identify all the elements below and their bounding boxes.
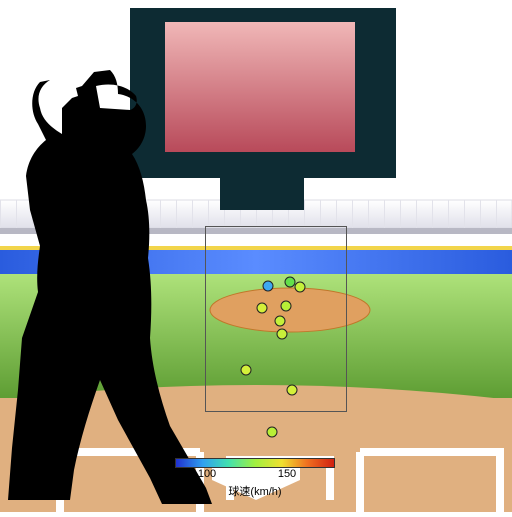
colorbar-label: 球速(km/h): [175, 483, 335, 499]
colorbar-tick: 150: [278, 468, 296, 480]
colorbar: 100 150 球速(km/h): [175, 458, 335, 499]
batter-silhouette: [0, 0, 512, 512]
colorbar-tick: 100: [198, 468, 216, 480]
colorbar-gradient: [175, 458, 335, 468]
